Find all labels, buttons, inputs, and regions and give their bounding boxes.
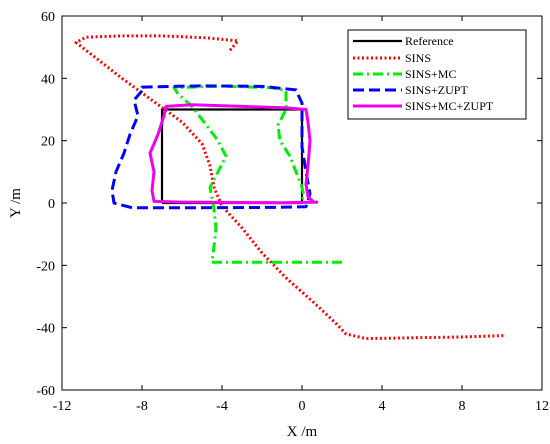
x-tick-label: -12 (53, 399, 72, 414)
x-tick-label: 8 (459, 399, 466, 414)
y-tick-label: 40 (41, 72, 55, 87)
y-tick-label: 0 (48, 197, 55, 212)
x-tick-label: 12 (535, 399, 549, 414)
x-tick-label: 4 (379, 399, 386, 414)
legend-label-sins-mc: SINS+MC (405, 67, 456, 81)
y-tick-label: -40 (36, 322, 55, 337)
y-tick-label: -20 (36, 259, 55, 274)
series-line-sins-mc-zupt (148, 103, 319, 205)
series-line-sins-mc (172, 84, 342, 264)
x-tick-label: -8 (136, 399, 148, 414)
y-tick-label: 60 (41, 10, 55, 25)
plot-lines (74, 34, 507, 341)
legend: Reference SINS SINS+MC SINS+ZUPT SINS+MC… (347, 29, 527, 120)
y-tick-label: 20 (41, 135, 55, 150)
series-line-sins (74, 34, 507, 341)
legend-label-sins-zupt: SINS+ZUPT (405, 83, 468, 97)
legend-label-sins: SINS (405, 51, 431, 65)
legend-label-sins-mc-zupt: SINS+MC+ZUPT (405, 99, 494, 113)
series-line-sins-zupt (110, 84, 312, 210)
y-axis-label: Y /m (8, 188, 24, 218)
x-tick-label: -4 (216, 399, 228, 414)
legend-label-reference: Reference (405, 34, 454, 48)
x-tick-label: 0 (299, 399, 306, 414)
x-axis-label: X /m (287, 424, 318, 440)
y-tick-label: -60 (36, 384, 55, 399)
